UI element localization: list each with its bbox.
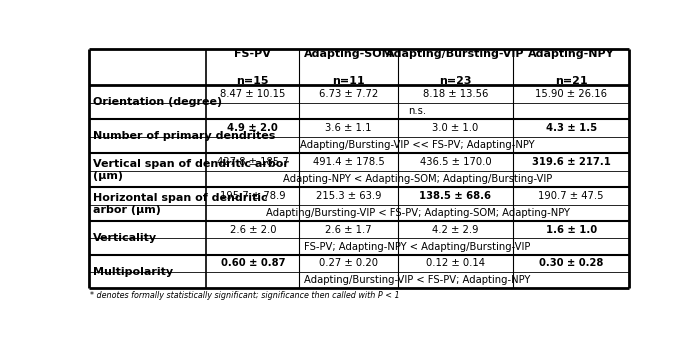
Text: 0.12 ± 0.14: 0.12 ± 0.14	[426, 258, 485, 268]
Text: Horizontal span of dendritic
arbor (μm): Horizontal span of dendritic arbor (μm)	[93, 193, 267, 215]
Text: Vertical span of dendritic arbor
(μm): Vertical span of dendritic arbor (μm)	[93, 159, 289, 181]
Text: 3.0 ± 1.0: 3.0 ± 1.0	[433, 123, 479, 133]
Text: FS-PV

n=15: FS-PV n=15	[234, 49, 272, 86]
Text: Adapting/Bursting-VIP < FS-PV; Adapting-NPY: Adapting/Bursting-VIP < FS-PV; Adapting-…	[304, 275, 531, 285]
Text: Adapting-SOM

n=11: Adapting-SOM n=11	[304, 49, 393, 86]
Text: 2.6 ± 2.0: 2.6 ± 2.0	[230, 225, 276, 235]
Text: Adapting/Bursting-VIP << FS-PV; Adapting-NPY: Adapting/Bursting-VIP << FS-PV; Adapting…	[300, 140, 535, 150]
Text: Verticality: Verticality	[93, 233, 157, 243]
Text: 6.73 ± 7.72: 6.73 ± 7.72	[319, 89, 378, 99]
Text: 0.30 ± 0.28: 0.30 ± 0.28	[539, 258, 603, 268]
Text: 4.9 ± 2.0: 4.9 ± 2.0	[228, 123, 278, 133]
Text: Multipolarity: Multipolarity	[93, 267, 173, 277]
Text: 4.3 ± 1.5: 4.3 ± 1.5	[545, 123, 596, 133]
Text: FS-PV; Adapting-NPY < Adapting/Bursting-VIP: FS-PV; Adapting-NPY < Adapting/Bursting-…	[304, 241, 531, 252]
Text: Adapting/Bursting-VIP

n=23: Adapting/Bursting-VIP n=23	[386, 49, 525, 86]
Text: 4.2 ± 2.9: 4.2 ± 2.9	[432, 225, 479, 235]
Text: n.s.: n.s.	[409, 106, 427, 116]
Text: 1.6 ± 1.0: 1.6 ± 1.0	[545, 225, 596, 235]
Text: 8.47 ± 10.15: 8.47 ± 10.15	[220, 89, 286, 99]
Text: Adapting/Bursting-VIP < FS-PV; Adapting-SOM; Adapting-NPY: Adapting/Bursting-VIP < FS-PV; Adapting-…	[265, 208, 570, 218]
Text: Orientation (degree): Orientation (degree)	[93, 97, 222, 107]
Text: 2.6 ± 1.7: 2.6 ± 1.7	[326, 225, 372, 235]
Text: 215.3 ± 63.9: 215.3 ± 63.9	[316, 191, 382, 201]
Text: * denotes formally statistically significant; significance then called with P < : * denotes formally statistically signifi…	[90, 291, 399, 300]
Text: 319.6 ± 217.1: 319.6 ± 217.1	[532, 157, 610, 167]
Text: Number of primary dendrites: Number of primary dendrites	[93, 131, 275, 141]
Text: 15.90 ± 26.16: 15.90 ± 26.16	[535, 89, 607, 99]
Text: 3.6 ± 1.1: 3.6 ± 1.1	[326, 123, 372, 133]
Text: Adapting-NPY

n=21: Adapting-NPY n=21	[528, 49, 615, 86]
Text: 190.7 ± 47.5: 190.7 ± 47.5	[538, 191, 604, 201]
Text: 436.5 ± 170.0: 436.5 ± 170.0	[420, 157, 491, 167]
Text: 491.4 ± 178.5: 491.4 ± 178.5	[313, 157, 384, 167]
Text: Adapting-NPY < Adapting-SOM; Adapting/Bursting-VIP: Adapting-NPY < Adapting-SOM; Adapting/Bu…	[283, 174, 552, 184]
Text: 8.18 ± 13.56: 8.18 ± 13.56	[423, 89, 488, 99]
Text: 427.8 ± 185.7: 427.8 ± 185.7	[217, 157, 288, 167]
Text: 195.7 ± 78.9: 195.7 ± 78.9	[220, 191, 286, 201]
Text: 0.27 ± 0.20: 0.27 ± 0.20	[319, 258, 378, 268]
Text: 138.5 ± 68.6: 138.5 ± 68.6	[419, 191, 491, 201]
Text: 0.60 ± 0.87: 0.60 ± 0.87	[220, 258, 285, 268]
